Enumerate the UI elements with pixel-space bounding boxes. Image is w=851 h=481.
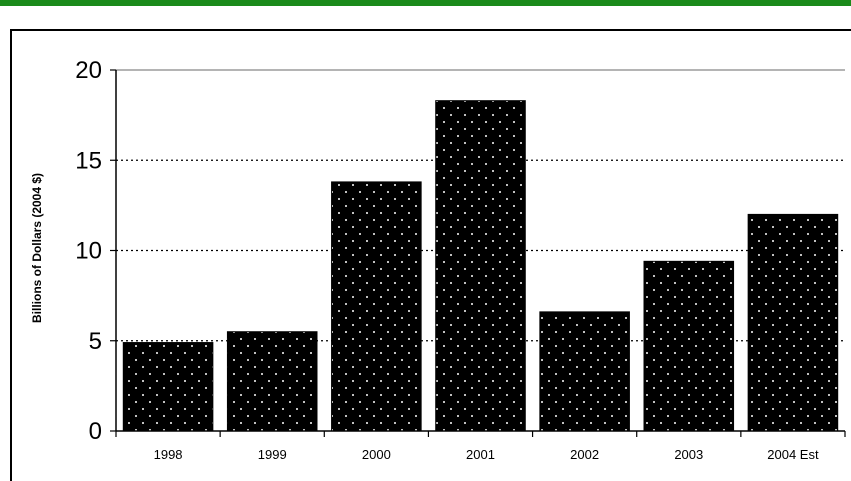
top-green-rule <box>0 0 851 6</box>
bars <box>122 100 839 432</box>
x-tick-label: 2004 Est <box>767 447 819 462</box>
x-tick-label: 1998 <box>154 447 183 462</box>
x-tick-labels: 1998 1999 2000 2001 2002 2003 2004 Est <box>154 447 819 462</box>
y-tick-label: 10 <box>75 238 102 265</box>
chart-frame <box>10 29 851 481</box>
y-tick-label: 20 <box>75 57 102 84</box>
bar-1998 <box>122 342 214 432</box>
y-tick-labels: 0 5 10 15 20 <box>75 57 102 445</box>
x-tick-label: 1999 <box>258 447 287 462</box>
bar-2004-est <box>747 213 839 432</box>
x-tick-label: 2001 <box>466 447 495 462</box>
bar-2002 <box>539 311 630 432</box>
bar-1999 <box>226 331 318 432</box>
y-tick-label: 0 <box>89 418 102 445</box>
x-tick-label: 2002 <box>570 447 599 462</box>
y-tick-label: 5 <box>89 328 102 355</box>
y-tick-label: 15 <box>75 147 102 174</box>
bar-2001 <box>435 100 526 432</box>
y-axis-label: Billions of Dollars (2004 $) <box>30 173 44 323</box>
bar-2003 <box>643 260 735 432</box>
bar-2000 <box>331 181 422 432</box>
x-tick-label: 2003 <box>674 447 703 462</box>
x-tick-label: 2000 <box>362 447 391 462</box>
axes <box>110 69 846 437</box>
